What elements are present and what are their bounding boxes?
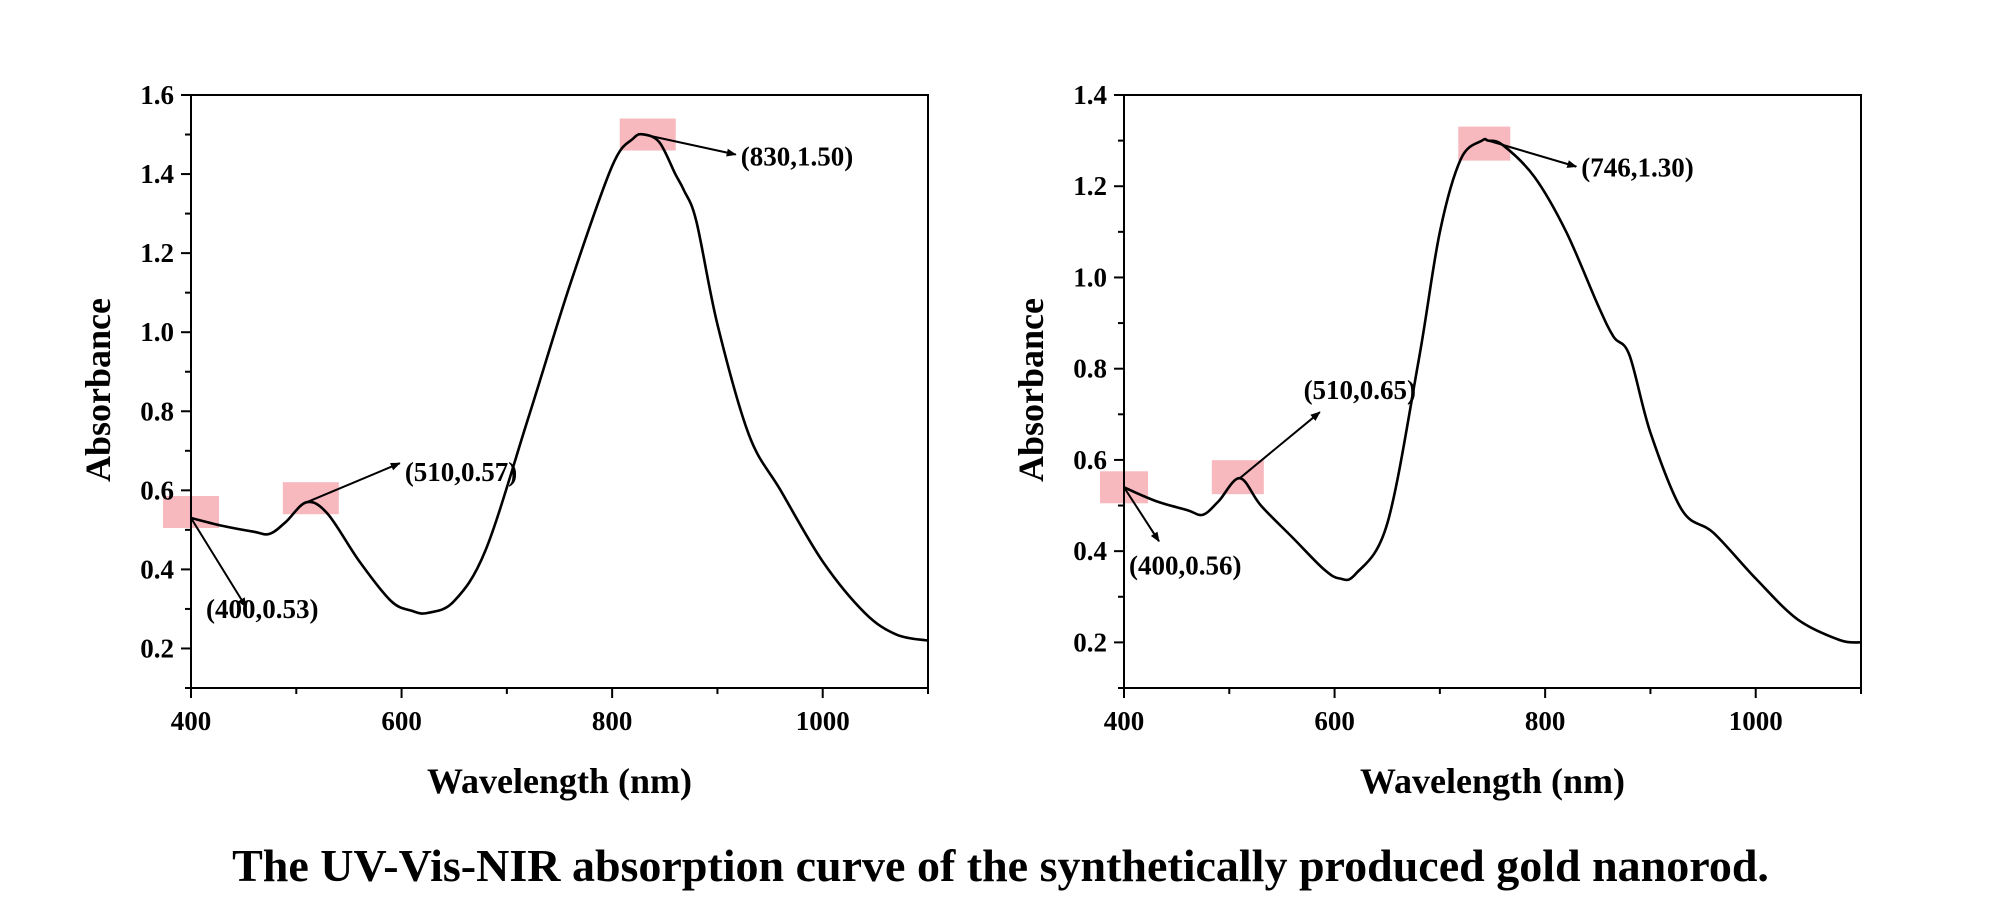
y-tick-label: 0.2 xyxy=(140,633,174,663)
y-tick-label: 1.4 xyxy=(1073,80,1107,110)
y-tick-label: 1.2 xyxy=(1073,171,1107,201)
x-tick-label: 400 xyxy=(1104,706,1145,736)
annotation-label: (400,0.56) xyxy=(1129,550,1241,580)
annotation-arrow xyxy=(643,133,737,157)
x-tick-label: 800 xyxy=(1525,706,1566,736)
annotation-label: (510,0.65) xyxy=(1304,375,1416,405)
x-tick-label: 800 xyxy=(592,706,633,736)
chart-left: 0.2 0.4 0.6 0.8 1.0 1.2 1.4 1.6 400 600 800 1000 Wav… xyxy=(78,80,929,801)
annotation-label: (400,0.53) xyxy=(206,594,318,624)
y-tick-label: 1.0 xyxy=(140,317,174,347)
y-tick-label: 0.8 xyxy=(140,396,174,426)
x-tick-label: 600 xyxy=(1314,706,1355,736)
x-axis-label: Wavelength (nm) xyxy=(427,761,692,801)
annotation-arrow xyxy=(306,462,401,504)
series-line xyxy=(1123,137,1862,644)
y-tick-label: 1.2 xyxy=(140,238,174,268)
annotation-label: (830,1.50) xyxy=(741,142,853,172)
y-tick-label: 0.4 xyxy=(140,554,174,584)
figure-caption: The UV-Vis-NIR absorption curve of the s… xyxy=(232,840,1769,891)
x-axis-label: Wavelength (nm) xyxy=(1360,761,1625,801)
x-tick-label: 1000 xyxy=(1729,706,1783,736)
chart-right: 0.2 0.4 0.6 0.8 1.0 1.2 1.4 400 600 800 1000 Wavele… xyxy=(1011,80,1862,801)
annotation-label: (746,1.30) xyxy=(1581,153,1693,183)
annotation-label: (510,0.57) xyxy=(405,457,517,487)
plot-frame xyxy=(190,94,929,689)
y-axis-label: Absorbance xyxy=(1011,298,1051,482)
series-line xyxy=(190,132,929,642)
y-tick-label: 1.0 xyxy=(1073,262,1107,292)
y-tick-label: 0.6 xyxy=(140,475,174,505)
annotation-highlight-box xyxy=(282,482,339,515)
y-tick-label: 1.4 xyxy=(140,159,174,189)
x-tick-label: 600 xyxy=(381,706,422,736)
annotation-arrow xyxy=(1488,139,1578,168)
annotation-arrow xyxy=(190,517,247,608)
x-tick-label: 1000 xyxy=(796,706,850,736)
x-tick-label: 400 xyxy=(171,706,212,736)
y-tick-label: 1.6 xyxy=(140,80,174,110)
annotation-arrow xyxy=(1123,486,1160,543)
y-tick-label: 0.8 xyxy=(1073,354,1107,384)
y-tick-label: 0.2 xyxy=(1073,627,1107,657)
y-axis-label: Absorbance xyxy=(78,298,118,482)
y-tick-label: 0.6 xyxy=(1073,445,1107,475)
y-tick-label: 0.4 xyxy=(1073,536,1107,566)
plot-frame xyxy=(1123,94,1862,689)
annotation-arrow xyxy=(1239,411,1321,479)
